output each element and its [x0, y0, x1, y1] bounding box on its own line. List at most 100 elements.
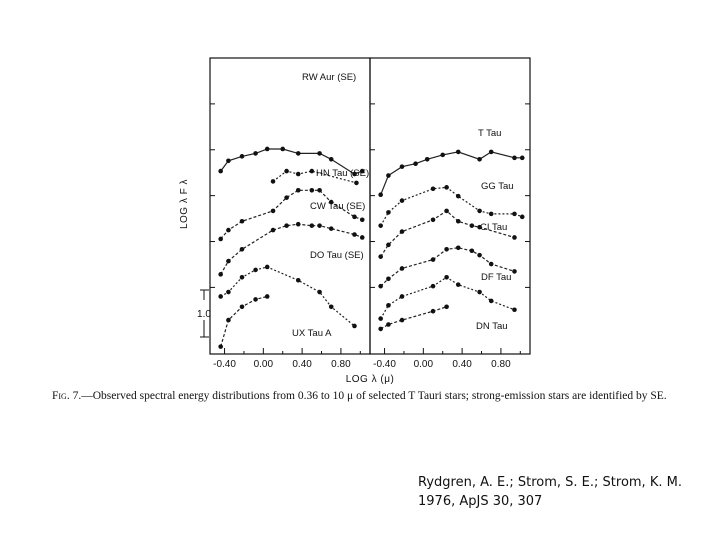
data-point	[218, 272, 223, 277]
data-point	[295, 187, 301, 193]
data-point	[413, 161, 418, 167]
series-label: DN Tau	[476, 321, 508, 332]
data-point	[270, 208, 276, 214]
data-point	[386, 276, 391, 282]
series-label: HN Tau (SE)	[316, 168, 369, 179]
data-point	[399, 294, 405, 299]
data-point	[455, 218, 461, 224]
data-point	[284, 223, 289, 228]
data-point	[317, 151, 322, 156]
series-label: CI Tau	[480, 222, 507, 233]
data-point	[253, 297, 258, 302]
data-point	[430, 257, 436, 262]
data-point	[239, 246, 245, 252]
data-point	[512, 235, 517, 240]
data-point	[488, 149, 494, 155]
series-label: T Tau	[478, 128, 501, 139]
data-point	[239, 218, 245, 224]
data-point	[378, 283, 383, 289]
data-point	[455, 245, 461, 251]
data-point	[226, 227, 231, 233]
data-point	[378, 192, 383, 197]
data-point	[430, 283, 436, 289]
series-line	[220, 189, 363, 240]
scale-bar-label: 1.0	[197, 309, 211, 320]
data-point	[469, 248, 475, 254]
data-point	[253, 151, 258, 156]
data-point	[226, 289, 231, 295]
citation: Rydgren, A. E.; Strom, S. E.; Strom, K. …	[418, 473, 708, 511]
x-tick-label: 0.00	[414, 359, 434, 370]
data-point	[469, 223, 475, 228]
data-point	[386, 322, 391, 327]
data-point	[317, 187, 322, 193]
data-point	[359, 235, 365, 240]
data-point	[226, 317, 231, 323]
plot-layer: -0.40 0.00 0.40 0.80 RW Aur (SE) HN Tau (SE) C…	[210, 72, 530, 370]
data-point	[284, 195, 289, 200]
data-point	[455, 282, 461, 287]
data-point	[239, 275, 245, 280]
data-point	[440, 152, 446, 158]
y-axis-title: LOG λ F λ	[179, 179, 190, 229]
data-point	[399, 198, 405, 203]
data-point	[295, 151, 301, 156]
data-point	[264, 294, 270, 299]
data-point	[477, 208, 482, 214]
data-point	[239, 154, 245, 159]
x-tick-label: -0.40	[373, 359, 396, 370]
data-point	[218, 344, 223, 349]
data-point	[512, 155, 517, 161]
data-point	[328, 199, 334, 205]
caption-text: —Observed spectral energy distributions …	[81, 390, 667, 402]
data-point	[218, 294, 223, 299]
series-label: DF Tau	[481, 272, 511, 283]
data-point	[488, 261, 494, 267]
data-point	[378, 326, 383, 332]
data-point	[519, 155, 525, 161]
data-point	[378, 223, 383, 228]
data-point	[359, 168, 365, 174]
data-point	[352, 214, 357, 220]
data-point	[328, 157, 334, 162]
series-label: CW Tau (SE)	[310, 201, 365, 212]
data-point	[378, 254, 383, 259]
data-point	[386, 303, 391, 308]
data-point	[317, 223, 322, 228]
data-point	[317, 289, 322, 295]
data-point	[309, 223, 315, 228]
data-point	[430, 186, 436, 192]
data-point	[444, 208, 449, 214]
data-point	[239, 304, 245, 310]
data-point	[444, 304, 449, 310]
series-label: DO Tau (SE)	[310, 250, 364, 261]
data-point	[218, 168, 223, 174]
data-point	[399, 317, 405, 323]
data-point	[444, 185, 449, 190]
series-line	[380, 306, 447, 330]
data-point	[512, 307, 517, 313]
data-point	[270, 227, 276, 233]
right-panel-frame	[369, 57, 531, 355]
data-point	[477, 157, 482, 162]
data-point	[399, 266, 405, 271]
data-point	[284, 168, 289, 174]
data-point	[512, 211, 517, 217]
data-point	[424, 157, 430, 162]
data-point	[386, 210, 391, 215]
x-tick-label: 0.40	[452, 359, 472, 370]
figure-label: Fig. 7.	[52, 390, 82, 402]
data-point	[253, 267, 258, 273]
data-point	[488, 211, 494, 217]
data-point	[280, 146, 286, 152]
data-point	[328, 226, 334, 231]
data-point	[226, 258, 231, 264]
data-point	[430, 217, 436, 223]
data-point	[328, 304, 334, 310]
data-point	[359, 217, 365, 223]
data-point	[352, 323, 357, 329]
data-point	[218, 236, 223, 242]
series-line	[380, 247, 515, 287]
data-point	[270, 179, 276, 184]
